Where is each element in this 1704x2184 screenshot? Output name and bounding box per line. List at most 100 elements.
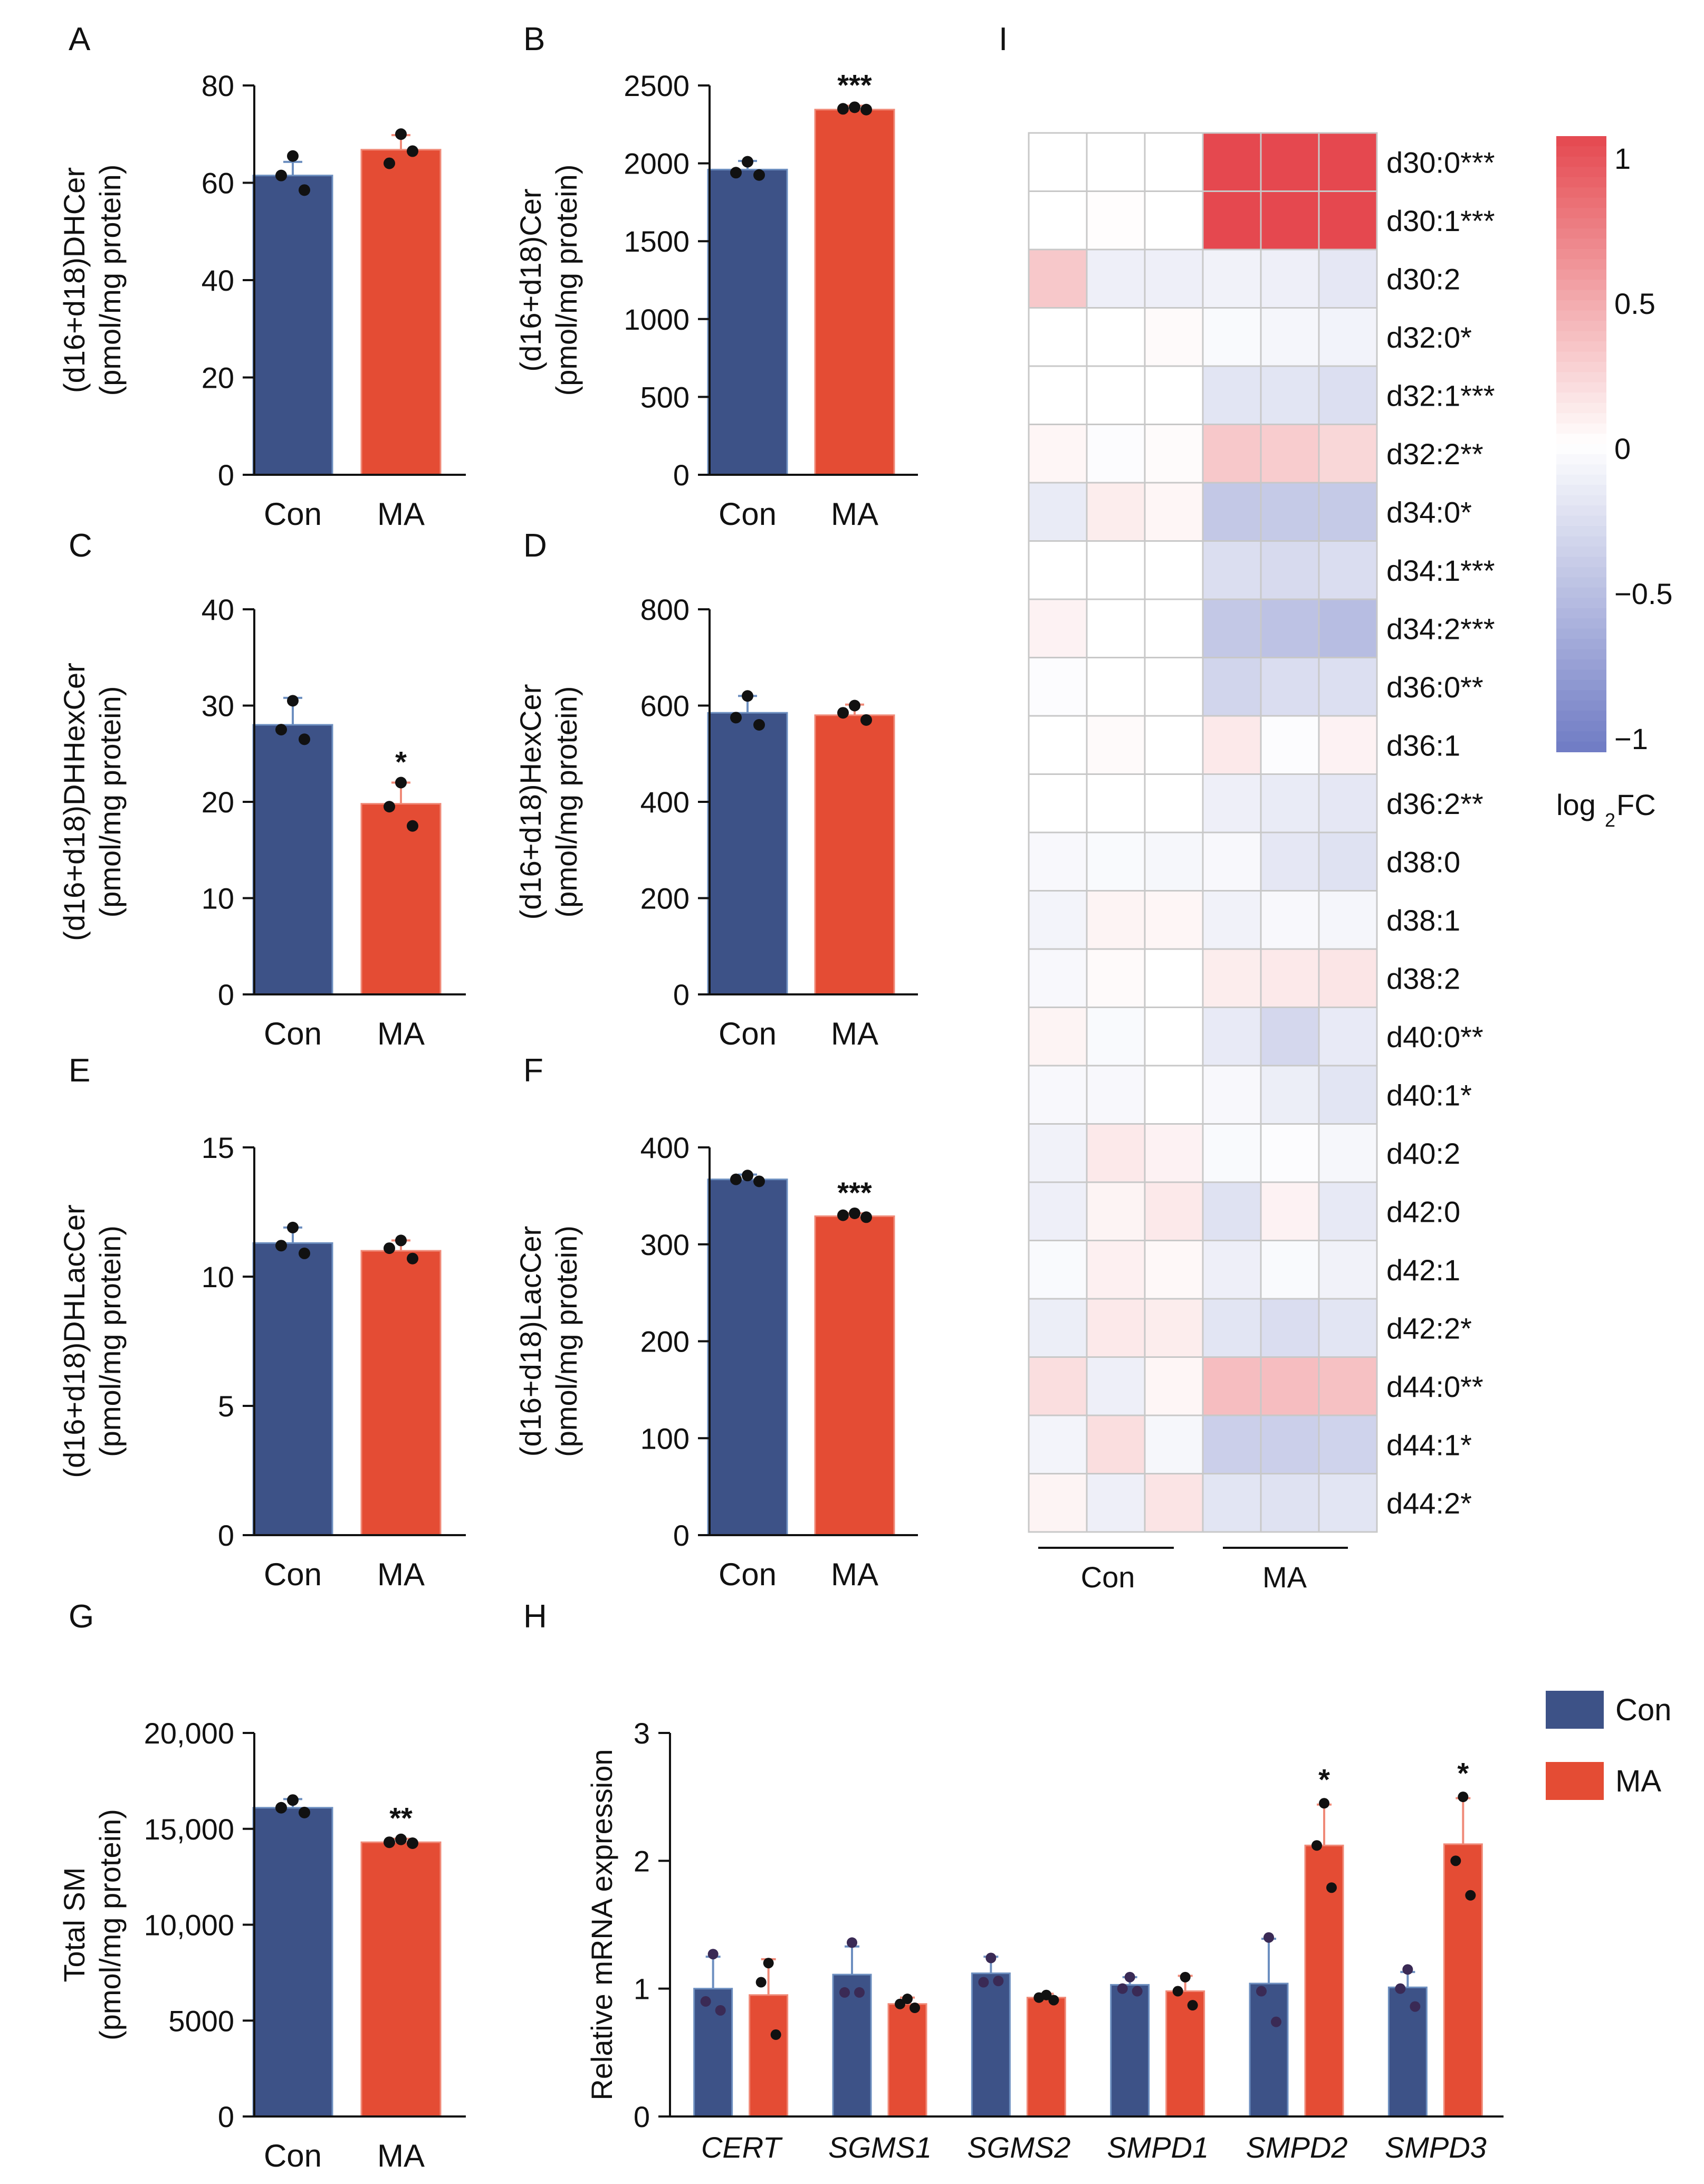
bar-H-Con-SGMS1 [832,1974,872,2118]
heatmap-cell-21-0 [1028,1356,1088,1416]
y-tick-label-E-2: 10 [202,1260,234,1294]
colorbar-segment-30 [1556,444,1606,455]
heatmap-cell-15-3 [1202,1007,1262,1067]
heatmap-cell-10-3 [1202,715,1262,775]
group-label-MA: MA [1262,1560,1307,1594]
y-tick-label-B-3: 1500 [624,225,690,258]
heatmap-cell-3-1 [1086,307,1146,367]
bar-H-MA-CERT [749,1994,789,2118]
heatmap-cell-2-3 [1202,248,1262,309]
x-tick-label-H-0: CERT [701,2131,783,2164]
heatmap-row-label-11: d36:2** [1386,787,1483,820]
data-point-F-0-1 [730,1173,742,1185]
heatmap-cell-5-3 [1202,424,1262,484]
data-point-F-0-2 [753,1175,765,1187]
data-point-H-1-0-0 [763,1958,774,1969]
heatmap-cell-2-2 [1144,248,1204,309]
x-tick-label-G-0: Con [264,2138,322,2173]
heatmap-cell-10-1 [1086,715,1146,775]
data-point-H-0-5-1 [1395,1983,1406,1994]
heatmap-row-label-12: d38:0 [1386,845,1460,878]
heatmap-row-label-15: d40:0** [1386,1020,1483,1053]
colorbar-segment-57 [1556,721,1606,732]
data-point-H-0-4-2 [1271,2016,1281,2027]
bar-C-MA [360,803,442,995]
data-point-F-1-2 [860,1211,872,1223]
x-tick-label-C-0: Con [264,1016,322,1051]
heatmap-cell-3-3 [1202,307,1262,367]
heatmap-cell-5-1 [1086,424,1146,484]
y-tick-label-B-1: 500 [640,380,690,414]
significance-G-1: ** [389,1802,413,1835]
y-tick-label-D-4: 800 [640,593,690,626]
colorbar-segment-13 [1556,269,1606,281]
y-axis-label-H: Relative mRNA expression [585,1749,618,2100]
heatmap-cell-1-2 [1144,190,1204,251]
y-tick-label-E-3: 15 [202,1131,234,1164]
data-point-E-0-2 [299,1247,310,1259]
y-tick-label-C-1: 10 [202,882,234,915]
colorbar-segment-42 [1556,567,1606,578]
colorbar-segment-44 [1556,587,1606,599]
colorbar-segment-37 [1556,515,1606,527]
heatmap-cell-3-4 [1260,307,1320,367]
bar-F-MA [814,1215,895,1536]
y-tick-label-B-5: 2500 [624,69,690,102]
heatmap-cell-9-2 [1144,657,1204,717]
heatmap-cell-21-4 [1260,1356,1320,1416]
heatmap-cell-20-2 [1144,1298,1204,1358]
heatmap-cell-15-5 [1318,1007,1378,1067]
y-axis-label-E-0: (d16+d18)DHLacCer [58,1204,91,1478]
y-tick-label-F-1: 100 [640,1422,690,1455]
heatmap-cell-10-5 [1318,715,1378,775]
heatmap-cell-12-2 [1144,831,1204,892]
heatmap-cell-13-1 [1086,890,1146,950]
colorbar-label-log: log [1556,788,1596,821]
heatmap-cell-12-5 [1318,831,1378,892]
heatmap-cell-7-1 [1086,540,1146,600]
data-point-H-1-5-1 [1450,1855,1461,1866]
colorbar-segment-41 [1556,557,1606,568]
x-tick-label-H-3: SMPD1 [1107,2131,1209,2164]
colorbar-segment-54 [1556,690,1606,701]
heatmap-cell-23-0 [1028,1473,1088,1533]
heatmap-cell-15-4 [1260,1007,1320,1067]
heatmap-cell-0-3 [1202,132,1262,192]
y-axis-label-C-1: (pmol/mg protein) [93,686,127,918]
heatmap-row-label-3: d32:0* [1386,321,1472,354]
significance-C-1: * [395,745,407,779]
heatmap-cell-2-1 [1086,248,1146,309]
heatmap-cell-15-0 [1028,1007,1088,1067]
heatmap-cell-2-0 [1028,248,1088,309]
data-point-H-1-2-1 [1033,1992,1045,2003]
heatmap-cell-12-0 [1028,831,1088,892]
data-point-H-1-1-0 [902,1994,913,2005]
colorbar-tick-label-2: 0 [1614,432,1631,465]
heatmap-row-label-21: d44:0** [1386,1370,1483,1403]
heatmap-row-label-2: d30:2 [1386,262,1460,295]
data-point-H-1-3-1 [1172,1986,1183,1997]
colorbar-segment-20 [1556,341,1606,352]
heatmap-cell-10-4 [1260,715,1320,775]
data-point-H-1-1-1 [895,1998,905,2009]
data-point-G-1-0 [395,1833,407,1845]
y-tick-label-F-2: 200 [640,1325,690,1358]
heatmap-cell-1-3 [1202,190,1262,251]
bar-H-Con-SMPD3 [1387,1986,1428,2118]
heatmap-cell-13-3 [1202,890,1262,950]
heatmap-cell-21-5 [1318,1356,1378,1416]
colorbar-segment-22 [1556,361,1606,373]
colorbar-segment-33 [1556,474,1606,486]
data-point-E-1-1 [384,1242,395,1254]
heatmap-cell-19-2 [1144,1240,1204,1300]
y-tick-label-D-0: 0 [673,978,690,1011]
heatmap-cell-1-1 [1086,190,1146,251]
heatmap-cell-6-3 [1202,482,1262,542]
bar-B-MA [814,109,895,476]
heatmap-cell-1-0 [1028,190,1088,251]
colorbar-segment-4 [1556,177,1606,188]
heatmap-cell-8-4 [1260,598,1320,658]
y-tick-label-H-1: 1 [634,1972,650,2006]
heatmap-cell-0-5 [1318,132,1378,192]
